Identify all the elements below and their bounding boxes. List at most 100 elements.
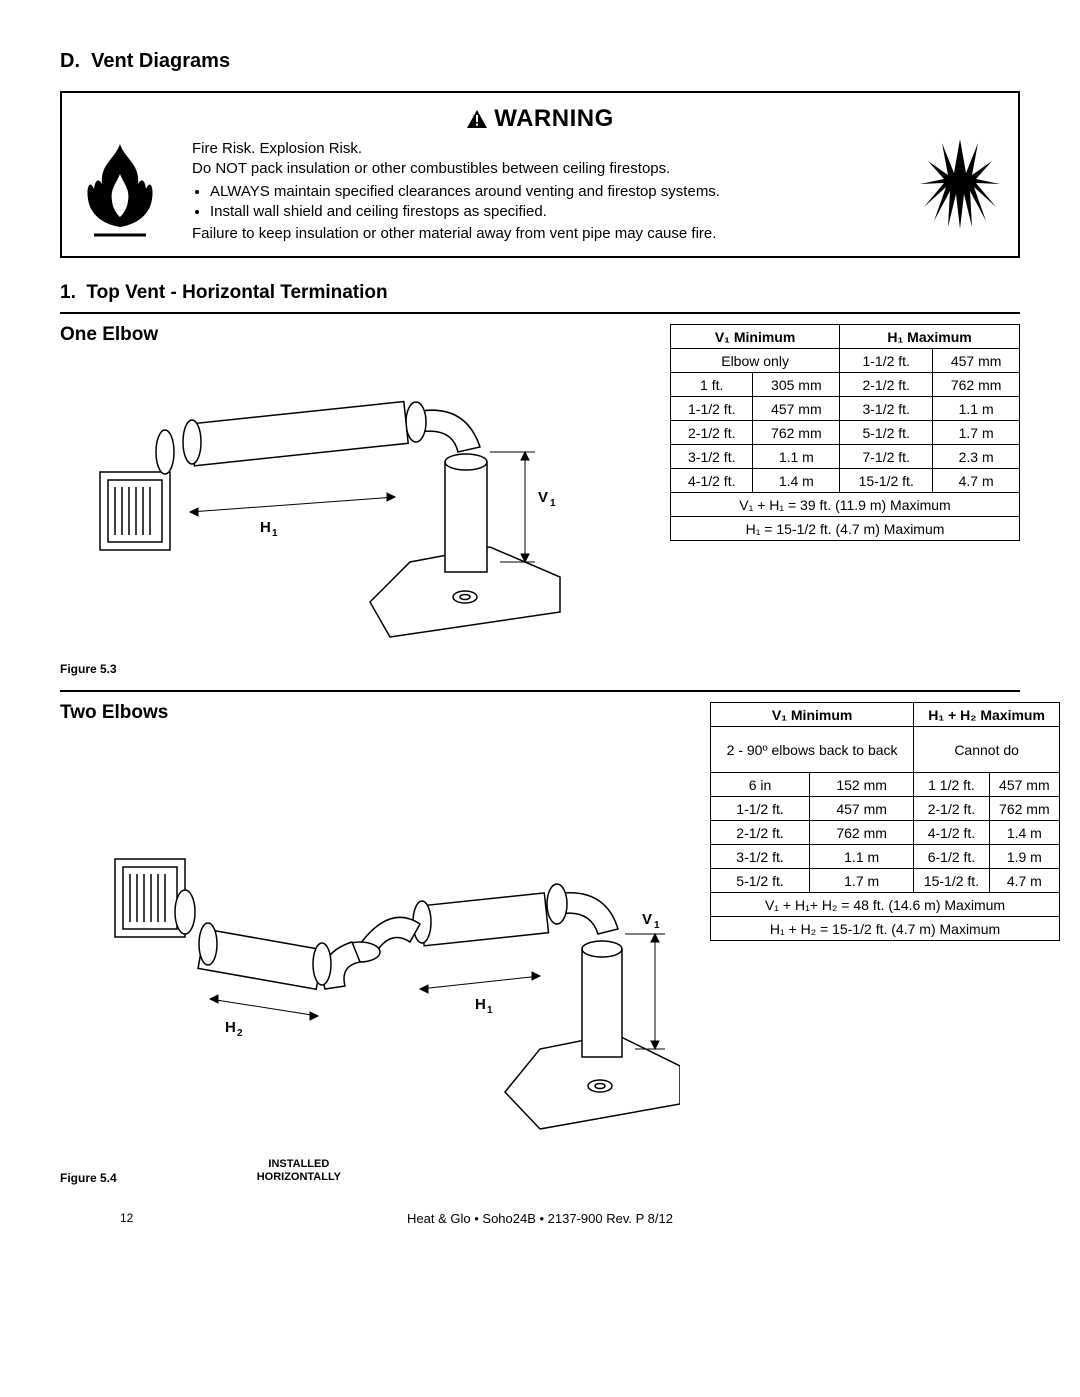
table-cell: 5-1/2 ft. <box>840 421 933 445</box>
two-elbows-table: V₁ Minimum H₁ + H₂ Maximum 2 - 90º elbow… <box>710 702 1060 941</box>
two-elbows-row: Two Elbows <box>60 702 1020 1184</box>
table-cell: 457 mm <box>810 797 914 821</box>
svg-text:1: 1 <box>654 920 660 931</box>
table-row: 4-1/2 ft.1.4 m15-1/2 ft.4.7 m <box>671 469 1020 493</box>
table-row: 3-1/2 ft.1.1 m6-1/2 ft.1.9 m <box>711 845 1060 869</box>
table-footer-1: V₁ + H₁+ H₂ = 48 ft. (14.6 m) Maximum <box>711 893 1060 917</box>
table-cell: Cannot do <box>914 727 1060 773</box>
table-cell: 3-1/2 ft. <box>711 845 810 869</box>
table-cell: 4.7 m <box>933 469 1020 493</box>
rule-divider <box>60 312 1020 314</box>
subsection-title: 1. Top Vent - Horizontal Termination <box>60 282 1020 304</box>
table-cell: 1.4 m <box>989 821 1059 845</box>
table-cell: 5-1/2 ft. <box>711 869 810 893</box>
table-cell: Elbow only <box>671 349 840 373</box>
table-cell: 305 mm <box>753 373 840 397</box>
table-footer-2: H₁ = 15-1/2 ft. (4.7 m) Maximum <box>671 517 1020 541</box>
table-cell: 1.1 m <box>753 445 840 469</box>
table-cell: 1 ft. <box>671 373 753 397</box>
svg-text:H: H <box>225 1019 236 1036</box>
svg-text:H: H <box>260 519 271 536</box>
two-elbows-table-wrap: V₁ Minimum H₁ + H₂ Maximum 2 - 90º elbow… <box>710 702 1060 941</box>
table-cell: 2 - 90º elbows back to back <box>711 727 914 773</box>
table-cell: 6 in <box>711 773 810 797</box>
two-elbows-title: Two Elbows <box>60 702 680 724</box>
subsection-name: Top Vent - Horizontal Termination <box>86 282 387 303</box>
svg-text:1: 1 <box>487 1005 493 1016</box>
table-cell: 7-1/2 ft. <box>840 445 933 469</box>
explosion-icon <box>920 139 1000 238</box>
two-elbows-diagram: H 2 H 1 V 1 <box>60 834 680 1158</box>
table-cell: 457 mm <box>989 773 1059 797</box>
table-header-hmax: H₁ + H₂ Maximum <box>914 703 1060 727</box>
table-cell: 762 mm <box>810 821 914 845</box>
table-cell: 1.7 m <box>810 869 914 893</box>
table-header-vmin: V₁ Minimum <box>671 325 840 349</box>
table-row: 1-1/2 ft.457 mm2-1/2 ft.762 mm <box>711 797 1060 821</box>
table-cell: 1-1/2 ft. <box>671 397 753 421</box>
warning-line-1: Fire Risk. Explosion Risk. <box>192 139 888 159</box>
table-cell: 152 mm <box>810 773 914 797</box>
section-name: Vent Diagrams <box>91 50 230 72</box>
table-cell: 2.3 m <box>933 445 1020 469</box>
warning-text: Fire Risk. Explosion Risk. Do NOT pack i… <box>192 139 888 244</box>
table-row: 2 - 90º elbows back to backCannot do <box>711 727 1060 773</box>
table-cell: 762 mm <box>933 373 1020 397</box>
table-cell: 3-1/2 ft. <box>840 397 933 421</box>
one-elbow-table: V₁ Minimum H₁ Maximum Elbow only1-1/2 ft… <box>670 324 1020 541</box>
table-cell: 1.4 m <box>753 469 840 493</box>
table-header-hmax: H₁ Maximum <box>840 325 1020 349</box>
svg-text:V: V <box>642 911 652 928</box>
table-cell: 2-1/2 ft. <box>840 373 933 397</box>
table-cell: 1.1 m <box>933 397 1020 421</box>
warning-box: WARNING Fire Risk. Explosion Risk. Do NO… <box>60 91 1020 258</box>
figure-5-4-caption: Figure 5.4 <box>60 1171 117 1185</box>
table-cell: 4-1/2 ft. <box>671 469 753 493</box>
table-cell: 4.7 m <box>989 869 1059 893</box>
warning-line-3: Failure to keep insulation or other mate… <box>192 224 888 244</box>
warning-header: WARNING <box>80 105 1000 133</box>
table-cell: 2-1/2 ft. <box>711 821 810 845</box>
table-cell: 1-1/2 ft. <box>711 797 810 821</box>
table-cell: 762 mm <box>753 421 840 445</box>
table-cell: 1.9 m <box>989 845 1059 869</box>
table-cell: 1.1 m <box>810 845 914 869</box>
installed-horizontally-note: INSTALLED HORIZONTALLY <box>257 1158 341 1184</box>
table-cell: 1-1/2 ft. <box>840 349 933 373</box>
svg-text:H: H <box>475 996 486 1013</box>
note-line-2: HORIZONTALLY <box>257 1171 341 1184</box>
table-row: 1-1/2 ft.457 mm3-1/2 ft.1.1 m <box>671 397 1020 421</box>
footer-text: Heat & Glo • Soho24B • 2137-900 Rev. P 8… <box>60 1211 1020 1226</box>
warning-label: WARNING <box>494 105 614 132</box>
page-footer: 12 Heat & Glo • Soho24B • 2137-900 Rev. … <box>60 1211 1020 1226</box>
table-cell: 4-1/2 ft. <box>914 821 989 845</box>
table-footer-1: V₁ + H₁ = 39 ft. (11.9 m) Maximum <box>671 493 1020 517</box>
table-cell: 457 mm <box>753 397 840 421</box>
note-line-1: INSTALLED <box>257 1158 341 1171</box>
table-cell: 762 mm <box>989 797 1059 821</box>
one-elbow-table-wrap: V₁ Minimum H₁ Maximum Elbow only1-1/2 ft… <box>670 324 1020 541</box>
one-elbow-row: One Elbow <box>60 324 1020 676</box>
warning-line-2: Do NOT pack insulation or other combusti… <box>192 159 888 179</box>
svg-text:1: 1 <box>272 528 278 539</box>
warning-bullet-1: ALWAYS maintain specified clearances aro… <box>210 182 888 202</box>
flame-icon <box>80 139 160 243</box>
table-cell: 457 mm <box>933 349 1020 373</box>
table-row: 5-1/2 ft.1.7 m15-1/2 ft.4.7 m <box>711 869 1060 893</box>
table-cell: 2-1/2 ft. <box>914 797 989 821</box>
table-row: 3-1/2 ft.1.1 m7-1/2 ft.2.3 m <box>671 445 1020 469</box>
warning-bullet-2: Install wall shield and ceiling firestop… <box>210 202 888 222</box>
svg-text:1: 1 <box>550 498 556 509</box>
section-title: D. Vent Diagrams <box>60 50 1020 73</box>
table-header-vmin: V₁ Minimum <box>711 703 914 727</box>
table-row: 2-1/2 ft.762 mm5-1/2 ft.1.7 m <box>671 421 1020 445</box>
svg-text:2: 2 <box>237 1028 243 1039</box>
figure-5-3-caption: Figure 5.3 <box>60 662 640 676</box>
table-footer-2: H₁ + H₂ = 15-1/2 ft. (4.7 m) Maximum <box>711 917 1060 941</box>
page-number: 12 <box>120 1211 133 1225</box>
subsection-number: 1. <box>60 282 76 303</box>
table-row: 2-1/2 ft.762 mm4-1/2 ft.1.4 m <box>711 821 1060 845</box>
table-cell: 2-1/2 ft. <box>671 421 753 445</box>
table-row: Elbow only1-1/2 ft.457 mm <box>671 349 1020 373</box>
table-row: 6 in152 mm1 1/2 ft.457 mm <box>711 773 1060 797</box>
